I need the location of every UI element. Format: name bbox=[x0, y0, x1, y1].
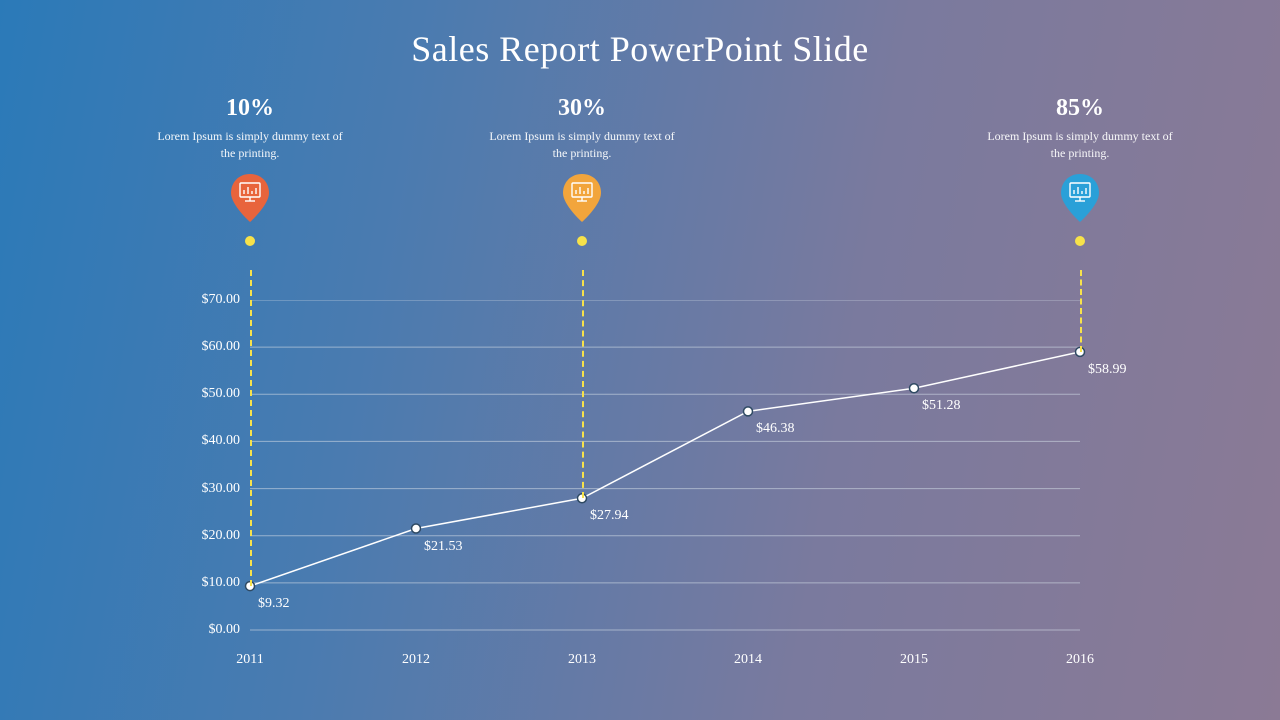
callout-percent: 30% bbox=[482, 95, 682, 122]
connector-dot-icon bbox=[577, 236, 587, 246]
callout-description: Lorem Ipsum is simply dummy text of the … bbox=[980, 128, 1180, 162]
y-axis-label: $50.00 bbox=[180, 386, 240, 402]
y-axis-label: $60.00 bbox=[180, 339, 240, 355]
data-point-label: $46.38 bbox=[756, 421, 795, 437]
y-axis-label: $40.00 bbox=[180, 433, 240, 449]
callouts-region: 10% Lorem Ipsum is simply dummy text of t… bbox=[0, 95, 1280, 255]
connector-dot-icon bbox=[1075, 236, 1085, 246]
x-axis-label: 2014 bbox=[734, 652, 762, 668]
data-point-label: $9.32 bbox=[258, 596, 290, 612]
y-axis-label: $30.00 bbox=[180, 481, 240, 497]
x-axis-label: 2015 bbox=[900, 652, 928, 668]
map-pin-icon bbox=[560, 172, 604, 224]
callout: 10% Lorem Ipsum is simply dummy text of t… bbox=[150, 95, 350, 228]
connector-line bbox=[1080, 270, 1082, 352]
x-axis-label: 2012 bbox=[402, 652, 430, 668]
connector-dot-icon bbox=[245, 236, 255, 246]
line-chart-svg bbox=[180, 300, 1110, 680]
callout: 85% Lorem Ipsum is simply dummy text of t… bbox=[980, 95, 1180, 228]
x-axis-label: 2016 bbox=[1066, 652, 1094, 668]
y-axis-label: $10.00 bbox=[180, 575, 240, 591]
callout-percent: 85% bbox=[980, 95, 1180, 122]
callout-pin bbox=[560, 172, 604, 228]
map-pin-icon bbox=[228, 172, 272, 224]
data-point-label: $58.99 bbox=[1088, 362, 1127, 378]
x-axis-label: 2013 bbox=[568, 652, 596, 668]
data-point-label: $21.53 bbox=[424, 539, 463, 555]
chart-area: $0.00 $10.00 $20.00 $30.00 $40.00 $50.00 $60.0… bbox=[180, 300, 1080, 670]
data-point-label: $51.28 bbox=[922, 398, 961, 414]
x-axis-label: 2011 bbox=[236, 652, 263, 668]
connector-line bbox=[250, 270, 252, 586]
callout-description: Lorem Ipsum is simply dummy text of the … bbox=[150, 128, 350, 162]
callout-pin bbox=[1058, 172, 1102, 228]
callout-percent: 10% bbox=[150, 95, 350, 122]
y-axis-label: $70.00 bbox=[180, 292, 240, 308]
callout: 30% Lorem Ipsum is simply dummy text of t… bbox=[482, 95, 682, 228]
y-axis-label: $20.00 bbox=[180, 528, 240, 544]
connector-line bbox=[582, 270, 584, 498]
callout-description: Lorem Ipsum is simply dummy text of the … bbox=[482, 128, 682, 162]
page-title: Sales Report PowerPoint Slide bbox=[0, 0, 1280, 70]
data-point-label: $27.94 bbox=[590, 508, 629, 524]
y-axis-label: $0.00 bbox=[180, 622, 240, 638]
callout-pin bbox=[228, 172, 272, 228]
map-pin-icon bbox=[1058, 172, 1102, 224]
